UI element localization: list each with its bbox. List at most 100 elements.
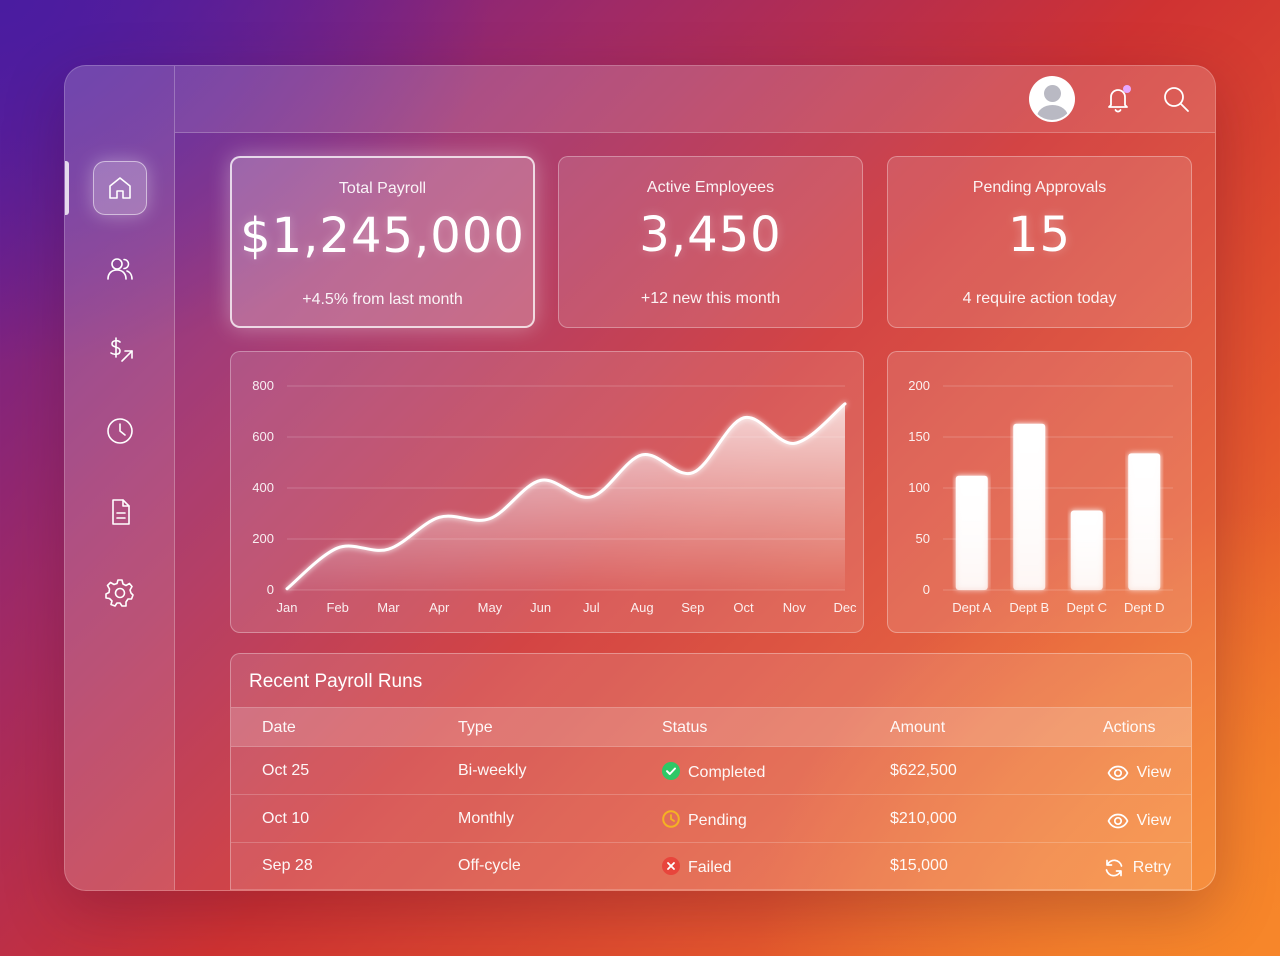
column-header-type[interactable]: Type	[458, 719, 493, 736]
notifications-button[interactable]	[1103, 84, 1133, 114]
y-tick-label: 600	[252, 429, 274, 444]
x-tick-label: Jul	[583, 600, 600, 615]
stat-value: 15	[1007, 207, 1072, 263]
stat-card-pending-approvals[interactable]: Pending Approvals 15 4 require action to…	[887, 156, 1192, 328]
x-tick-label: Sep	[681, 600, 704, 615]
department-bar-chart: 0 50 100 150 200 Dept A Dept B Dept C Dept D	[908, 378, 1173, 615]
stat-card-active-employees[interactable]: Active Employees 3,450 +12 new this mont…	[558, 156, 863, 328]
x-tick-label: Jan	[277, 600, 298, 615]
sidebar-item-settings[interactable]	[93, 566, 147, 620]
table-row: Sep 28 Off-cycle Failed $15,000 Retry	[231, 843, 1191, 890]
table-row: Oct 25 Bi-weekly Completed $622,500 View	[231, 748, 1191, 795]
check-circle-icon	[662, 762, 680, 780]
cell-amount: $210,000	[890, 809, 957, 827]
column-header-amount[interactable]: Amount	[890, 719, 946, 736]
sidebar-item-employees[interactable]	[93, 242, 147, 296]
dollar-transfer-icon	[110, 337, 133, 362]
x-tick-label: Dec	[833, 600, 857, 615]
x-tick-label: Dept A	[952, 600, 991, 615]
bell-icon	[1108, 89, 1128, 113]
cell-amount: $622,500	[890, 762, 957, 779]
bar	[955, 475, 988, 590]
status-text: Failed	[688, 859, 732, 876]
stat-subtext: +12 new this month	[640, 290, 781, 307]
cell-actions: View	[1107, 762, 1171, 789]
table-row: Oct 10 Monthly Pending $210,000 View	[231, 796, 1191, 843]
retry-action-button[interactable]: Retry	[1103, 857, 1171, 879]
bar	[1128, 453, 1161, 590]
status-text: Pending	[688, 811, 747, 829]
stat-label: Total Payroll	[338, 180, 427, 197]
area-fill	[287, 403, 845, 590]
cell-date: Sep 28	[262, 857, 313, 874]
x-tick-label: Oct	[733, 600, 754, 615]
top-bar	[175, 66, 1215, 133]
sidebar-item-time[interactable]	[93, 404, 147, 458]
y-tick-label: 200	[908, 378, 930, 393]
refresh-icon	[1103, 857, 1125, 879]
active-nav-indicator	[65, 161, 69, 215]
bar	[1013, 423, 1046, 590]
cell-amount: $15,000	[890, 857, 948, 874]
search-icon	[1164, 87, 1189, 112]
stat-subtext: 4 require action today	[962, 290, 1117, 307]
clock-icon	[107, 418, 133, 444]
cell-actions: View	[1107, 810, 1171, 837]
eye-icon	[1107, 810, 1129, 832]
search-button[interactable]	[1161, 84, 1191, 114]
stat-card-total-payroll[interactable]: Total Payroll $1,245,000 +4.5% from last…	[230, 156, 535, 328]
cell-status: Completed	[662, 762, 765, 782]
department-bar-chart-card: 0 50 100 150 200 Dept A Dept B Dept C Dept D	[887, 351, 1192, 633]
x-tick-label: Dept B	[1009, 600, 1049, 615]
column-header-status[interactable]: Status	[662, 719, 708, 736]
payroll-trend-chart: 0 200 400 600 800 Jan Feb Mar Apr May Jun Jul Aug Sep…	[252, 378, 857, 615]
eye-icon	[1107, 762, 1129, 784]
x-tick-label: Dept D	[1124, 600, 1164, 615]
sidebar-item-documents[interactable]	[93, 485, 147, 539]
x-tick-label: Nov	[783, 600, 807, 615]
view-action-button[interactable]: View	[1107, 810, 1171, 832]
gear-icon	[105, 579, 134, 607]
column-header-date[interactable]: Date	[262, 719, 296, 736]
view-action-button[interactable]: View	[1107, 762, 1171, 784]
status-text: Completed	[688, 764, 766, 781]
users-icon	[107, 258, 133, 280]
table-header: Date Type Status Amount Actions	[231, 707, 1191, 747]
cell-status: Pending	[662, 809, 747, 830]
document-icon	[112, 499, 130, 525]
cell-date: Oct 10	[262, 809, 310, 827]
sidebar-item-payments[interactable]	[93, 323, 147, 377]
x-tick-label: Apr	[429, 600, 450, 615]
home-icon	[109, 177, 131, 199]
clock-icon	[662, 809, 680, 828]
x-tick-label: Aug	[631, 600, 654, 615]
stat-value: $1,245,000	[240, 208, 525, 264]
cell-type: Off-cycle	[458, 857, 521, 874]
y-tick-label: 200	[252, 531, 274, 546]
sidebar	[65, 66, 175, 890]
y-tick-label: 0	[267, 582, 274, 597]
y-tick-label: 150	[908, 429, 930, 444]
cell-type: Monthly	[458, 809, 515, 827]
y-tick-label: 50	[916, 531, 930, 546]
column-header-actions: Actions	[1103, 719, 1156, 736]
stat-value: 3,450	[639, 207, 782, 263]
x-circle-icon	[662, 857, 680, 875]
avatar[interactable]	[1029, 76, 1075, 122]
payroll-trend-chart-card: 0 200 400 600 800 Jan Feb Mar Apr May Jun Jul Aug Sep…	[230, 351, 864, 633]
sidebar-item-home[interactable]	[93, 161, 147, 215]
stat-label: Active Employees	[646, 179, 775, 196]
app-window: Total Payroll $1,245,000 +4.5% from last…	[64, 65, 1216, 891]
x-tick-label: Mar	[377, 600, 400, 615]
x-tick-label: Feb	[327, 600, 349, 615]
cell-actions: Retry	[1103, 857, 1171, 884]
y-tick-label: 0	[923, 582, 930, 597]
table-title: Recent Payroll Runs	[249, 671, 423, 692]
action-label: View	[1136, 764, 1171, 781]
bar	[1070, 510, 1103, 590]
cell-status: Failed	[662, 857, 732, 877]
x-tick-label: May	[478, 600, 503, 615]
stat-subtext: +4.5% from last month	[302, 291, 463, 308]
y-tick-label: 800	[252, 378, 274, 393]
action-label: Retry	[1132, 859, 1171, 876]
